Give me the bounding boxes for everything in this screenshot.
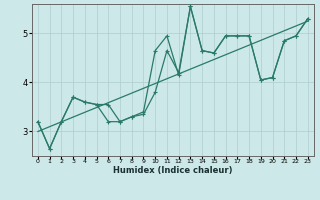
X-axis label: Humidex (Indice chaleur): Humidex (Indice chaleur) xyxy=(113,166,233,175)
